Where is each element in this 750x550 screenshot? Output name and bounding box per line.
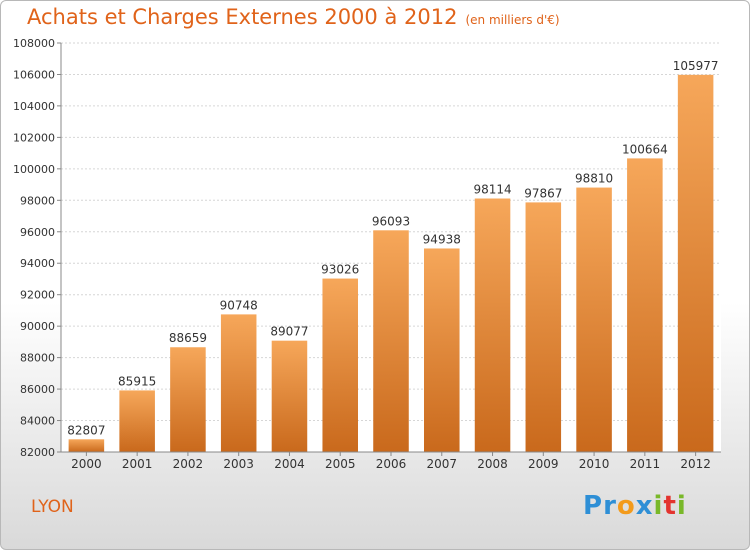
bar-2004 xyxy=(271,340,308,452)
proxiti-logo: Proxiti xyxy=(583,491,687,521)
x-tick-label-2001: 2001 xyxy=(122,457,153,471)
x-tick-label-2005: 2005 xyxy=(325,457,356,471)
x-tick-label-2000: 2000 xyxy=(71,457,102,471)
x-tick-label-2004: 2004 xyxy=(274,457,305,471)
data-label-2007: 94938 xyxy=(423,232,461,246)
data-label-2001: 85915 xyxy=(118,374,156,388)
y-tick-label: 82000 xyxy=(20,446,55,459)
data-label-2002: 88659 xyxy=(169,331,207,345)
data-label-2011: 100664 xyxy=(622,142,668,156)
bar-2006 xyxy=(373,230,409,452)
y-tick-label: 84000 xyxy=(20,415,55,428)
y-tick-label: 106000 xyxy=(13,68,55,81)
bar-2011 xyxy=(627,158,663,452)
bar-2000 xyxy=(68,439,105,452)
x-axis: 2000 2001 2002 2003 2004 2005 2006 2007 2008 2009… xyxy=(71,452,711,471)
y-tick-label: 102000 xyxy=(13,131,55,144)
x-tick-label-2012: 2012 xyxy=(680,457,711,471)
data-label-2005: 93026 xyxy=(321,263,359,277)
bar-2007 xyxy=(424,248,460,452)
logo-letter: P xyxy=(583,491,604,521)
bar-2005 xyxy=(322,278,358,452)
chart-title: Achats et Charges Externes 2000 à 2012 xyxy=(27,5,458,29)
x-tick-label-2002: 2002 xyxy=(173,457,204,471)
y-tick-label: 100000 xyxy=(13,163,55,176)
bar-2012 xyxy=(677,74,714,452)
logo-letter: x xyxy=(635,491,654,521)
x-tick-label-2010: 2010 xyxy=(579,457,610,471)
bars xyxy=(68,74,714,452)
y-tick-label: 86000 xyxy=(20,383,55,396)
y-tick-label: 88000 xyxy=(20,352,55,365)
y-tick-label: 92000 xyxy=(20,289,55,302)
bar-2010 xyxy=(576,187,612,452)
x-tick-label-2011: 2011 xyxy=(630,457,661,471)
x-tick-label-2008: 2008 xyxy=(477,457,508,471)
data-label-2003: 90748 xyxy=(220,298,258,312)
chart-subtitle: (en milliers d'€) xyxy=(465,13,560,27)
bar-2001 xyxy=(119,390,155,452)
city-label: LYON xyxy=(31,497,74,517)
bar-2003 xyxy=(220,314,257,452)
y-tick-label: 90000 xyxy=(20,320,55,333)
y-tick-label: 108000 xyxy=(13,37,55,50)
chart-title-block: Achats et Charges Externes 2000 à 2012 (e… xyxy=(27,5,560,29)
x-tick-label-2003: 2003 xyxy=(223,457,254,471)
x-tick-label-2007: 2007 xyxy=(426,457,457,471)
data-label-2000: 82807 xyxy=(67,423,105,437)
y-tick-label: 94000 xyxy=(20,257,55,270)
bar-2002 xyxy=(170,347,206,452)
logo-letter: r xyxy=(603,491,617,521)
logo-letter: o xyxy=(616,491,636,521)
x-tick-label-2006: 2006 xyxy=(376,457,407,471)
data-label-2010: 98810 xyxy=(575,172,613,186)
y-tick-label: 104000 xyxy=(13,100,55,113)
bar-2008 xyxy=(474,198,511,452)
data-label-2008: 98114 xyxy=(473,183,511,197)
data-label-2012: 105977 xyxy=(673,59,719,73)
x-tick-label-2009: 2009 xyxy=(528,457,559,471)
data-label-2006: 96093 xyxy=(372,214,410,228)
y-axis: 82000 84000 86000 88000 90000 92000 94000 96000… xyxy=(13,37,721,459)
logo-letter: i xyxy=(676,491,687,521)
y-tick-label: 98000 xyxy=(20,194,55,207)
logo-letter: i xyxy=(653,491,664,521)
logo-letter: t xyxy=(663,491,677,521)
y-tick-label: 96000 xyxy=(20,226,55,239)
data-label-2004: 89077 xyxy=(270,325,308,339)
bar-2009 xyxy=(525,202,562,452)
data-labels: 82807 85915 88659 90748 89077 93026 96093 94938… xyxy=(67,59,718,437)
data-label-2009: 97867 xyxy=(524,186,562,200)
